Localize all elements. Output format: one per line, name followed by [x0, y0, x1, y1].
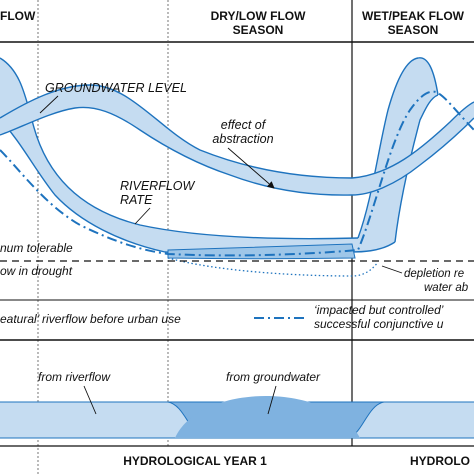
riverflow-upper-edge: [0, 57, 359, 240]
riverflow-label-line2: RATE: [120, 193, 153, 207]
legend-natural-label: eatural’ riverflow before urban use: [0, 312, 181, 326]
groundwater-lower-edge: [0, 106, 474, 196]
riverflow-band: [0, 57, 438, 254]
groundwater-band: [0, 85, 474, 196]
impacted-controlled-line: [0, 90, 474, 257]
riverflow-label-line1: RIVERFLOW: [120, 179, 196, 193]
header-row: [0, 0, 474, 42]
header-wet-season-line1: WET/PEAK FLOW: [362, 9, 465, 23]
effect-label-line2: abstraction: [212, 132, 273, 146]
flow-in-drought-label: ow in drought: [0, 264, 73, 278]
depletion-label-line1: depletion re: [404, 268, 464, 280]
header-dry-season-line2: SEASON: [233, 23, 284, 37]
legend-impacted-line1: ‘impacted but controlled’: [314, 303, 444, 317]
riverflow-rise-lower-edge: [394, 94, 439, 243]
from-riverflow-label: from riverflow: [38, 370, 111, 384]
header-wet-season-line2: SEASON: [388, 23, 439, 37]
hydrological-year1-label: HYDROLOGICAL YEAR 1: [123, 454, 267, 468]
depletion-label-line2: water ab: [424, 282, 469, 294]
depletion-leader: [381, 265, 403, 274]
legend-impacted-line2: successful conjunctive u: [314, 317, 444, 331]
effect-arrow: [227, 147, 275, 189]
from-groundwater-label: from groundwater: [226, 370, 321, 384]
effect-label-line1: effect of: [221, 118, 267, 132]
groundwater-leader: [39, 95, 59, 114]
riverflow-leader: [134, 207, 151, 225]
depletion-dotted-line: [167, 257, 379, 277]
header-flow: FLOW: [0, 9, 36, 23]
groundwater-supply-dome: [175, 396, 360, 438]
minimum-tolerable-label: num tolerable: [0, 241, 73, 255]
hydrological-year2-label: HYDROLO: [410, 454, 470, 468]
header-dry-season-line1: DRY/LOW FLOW: [211, 9, 307, 23]
from-groundwater-leader: [267, 385, 277, 415]
groundwater-upper-edge: [0, 84, 474, 179]
groundwater-level-label: GROUNDWATER LEVEL: [45, 81, 187, 95]
from-riverflow-leader: [83, 385, 97, 415]
